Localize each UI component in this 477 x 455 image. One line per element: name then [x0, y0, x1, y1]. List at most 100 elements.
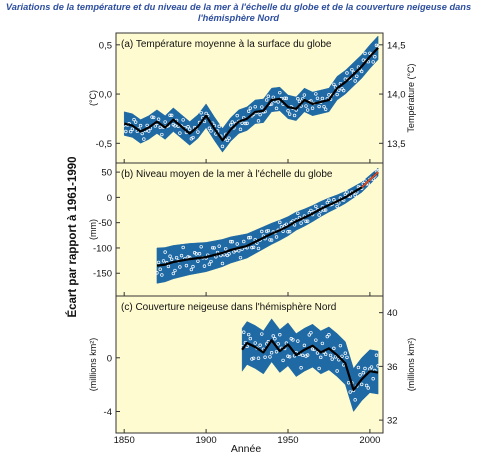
annual-point	[147, 129, 151, 133]
annual-point	[142, 137, 146, 141]
annual-point	[348, 390, 352, 394]
x-tick-label: 1900	[196, 435, 217, 446]
annual-point	[296, 211, 300, 215]
annual-point	[271, 334, 275, 338]
annual-point	[314, 204, 318, 209]
annual-points	[122, 43, 380, 149]
annual-point	[355, 74, 359, 78]
annual-point	[253, 341, 257, 345]
annual-point	[169, 113, 174, 118]
annual-point	[260, 229, 264, 234]
x-tick-label: 1850	[114, 435, 135, 446]
annual-point	[305, 219, 310, 223]
annual-point	[150, 115, 154, 119]
annual-point	[292, 223, 297, 227]
annual-point	[269, 102, 274, 106]
annual-point	[369, 365, 374, 369]
annual-point	[250, 245, 254, 250]
annual-point	[199, 111, 203, 115]
annual-point	[240, 121, 244, 125]
y-axis-label: (°C)	[88, 90, 98, 106]
annual-point	[217, 244, 221, 248]
panel-background	[116, 33, 383, 163]
annual-point	[287, 229, 292, 234]
annual-point	[363, 51, 367, 56]
annual-point	[245, 121, 249, 126]
annual-point	[278, 220, 282, 225]
annual-point	[168, 254, 172, 258]
panel-label: (c) Couverture neigeuse dans l'hémisphèr…	[121, 302, 336, 313]
annual-point	[235, 113, 239, 118]
annual-point	[197, 252, 202, 256]
panel-background	[116, 163, 383, 296]
panel-a: 0,5 0,0 -0,5 14,5 14,0 13,5 (a) Température mo…	[88, 32, 416, 164]
annual-point	[188, 127, 192, 131]
annual-point	[363, 179, 367, 183]
annual-point	[376, 44, 380, 48]
y-tick-label: -100	[93, 243, 112, 254]
annual-point	[350, 67, 354, 72]
annual-point	[260, 105, 264, 109]
annual-point	[374, 43, 379, 48]
annual-point	[196, 259, 200, 263]
annual-point	[248, 106, 253, 110]
annual-point	[302, 93, 307, 97]
annual-point	[360, 382, 364, 387]
annual-point	[304, 219, 308, 224]
annual-point	[305, 353, 310, 357]
annual-point	[250, 357, 254, 361]
annual-point	[220, 261, 225, 266]
annual-point	[310, 347, 315, 351]
right-y-tick-label: 13,5	[387, 139, 406, 150]
smoothed-series-line	[123, 47, 379, 142]
annual-point	[130, 127, 135, 131]
annual-point	[156, 117, 161, 121]
annual-point	[335, 369, 339, 373]
annual-point	[235, 242, 239, 246]
annual-point	[263, 355, 267, 359]
annual-point	[322, 208, 326, 212]
annual-point	[371, 60, 375, 64]
annual-point	[305, 108, 310, 112]
annual-point	[238, 255, 243, 260]
annual-point	[371, 377, 375, 381]
y-axis-label: (millions km²)	[88, 338, 98, 392]
y-axis-label: (mm)	[88, 219, 98, 240]
annual-point	[286, 354, 290, 358]
y-tick-label: -0,5	[96, 139, 112, 150]
recent-series-line	[361, 171, 379, 188]
annual-point	[251, 356, 256, 360]
annual-point	[301, 97, 305, 101]
annual-point	[248, 235, 253, 240]
annual-point	[260, 332, 264, 336]
annual-point	[297, 99, 302, 104]
annual-point	[283, 96, 287, 100]
annual-point	[296, 96, 300, 101]
annual-point	[302, 343, 307, 348]
y-tick-label: -150	[93, 269, 112, 280]
annual-point	[173, 124, 177, 128]
annual-point	[210, 246, 215, 250]
annual-point	[286, 109, 290, 113]
annual-point	[335, 92, 339, 97]
annual-point	[330, 357, 334, 361]
annual-point	[228, 239, 233, 244]
right-y-tick-label: 14,5	[387, 40, 406, 51]
annual-point	[276, 100, 280, 104]
annual-point	[315, 96, 320, 100]
annual-point	[258, 112, 262, 117]
annual-point	[337, 358, 341, 362]
y-tick-label: -50	[98, 218, 112, 229]
annual-point	[160, 273, 164, 277]
annual-point	[345, 190, 349, 194]
annual-point	[353, 79, 357, 83]
annual-point	[155, 271, 159, 275]
annual-point	[237, 249, 241, 253]
annual-point	[299, 221, 303, 225]
shared-y-axis-label: Écart par rapport à 1961-1990	[66, 156, 79, 317]
annual-point	[168, 113, 172, 118]
annual-point	[178, 131, 182, 135]
annual-point	[163, 120, 167, 124]
y-tick-label: 0,0	[99, 90, 112, 101]
